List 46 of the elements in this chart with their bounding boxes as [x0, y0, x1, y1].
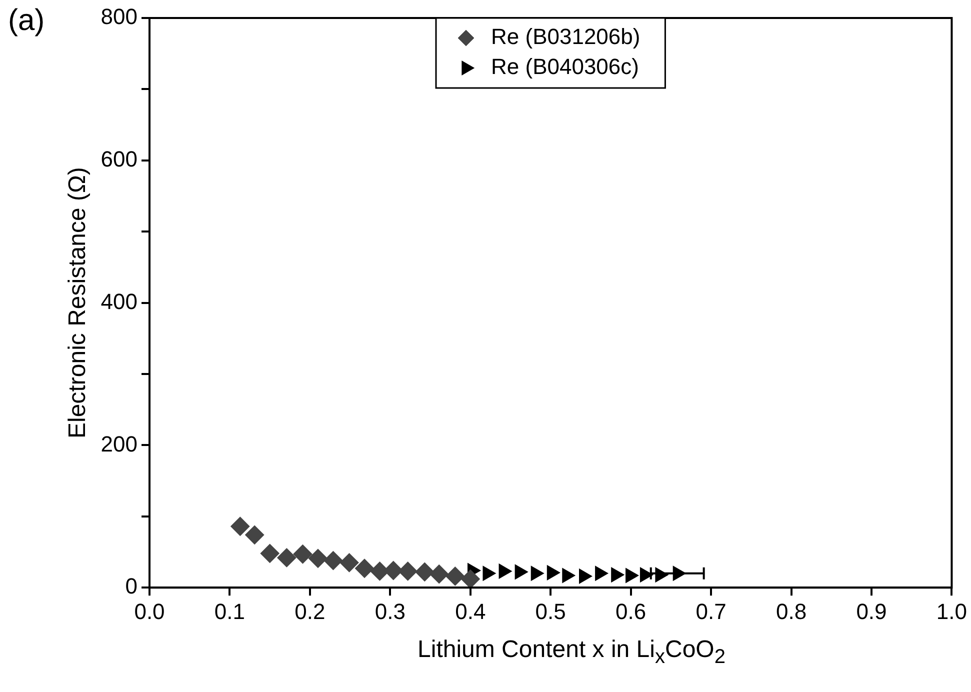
point: [498, 564, 512, 579]
point: [514, 564, 528, 580]
point: [460, 570, 480, 588]
x-tick-label: 0.5: [535, 598, 566, 624]
x-tick-label: 0.9: [856, 598, 887, 624]
point: [308, 548, 328, 568]
y-tick-label: 800: [100, 4, 138, 30]
x-tick-label: 0.7: [696, 598, 726, 624]
point: [640, 567, 653, 582]
x-tick-label: 0.2: [294, 598, 326, 624]
point: [578, 568, 592, 584]
y-tick-label: 600: [100, 146, 138, 172]
point: [354, 558, 374, 578]
point: [230, 516, 250, 536]
point: [340, 553, 359, 572]
point: [324, 551, 343, 570]
point: [446, 566, 465, 586]
point: [530, 566, 544, 581]
point: [430, 564, 449, 584]
legend-label: Re (B031206b): [491, 24, 640, 50]
x-axis-title: Lithium Content x in Li$_{x}$CoO$_{2}$: [416, 636, 726, 669]
x-tick-label: 0.3: [374, 598, 406, 624]
y-tick-label: 400: [100, 288, 138, 314]
y-axis-title: Electronic Resistance (Ω): [64, 167, 92, 438]
x-tick-label: 0.0: [134, 598, 165, 624]
x-tick-label: 1.0: [936, 598, 968, 624]
point: [398, 562, 418, 581]
point: [245, 525, 264, 544]
point: [260, 544, 280, 563]
point: [546, 565, 560, 580]
text: (a): [8, 4, 45, 38]
point: [277, 548, 296, 568]
y-tick-label: 0: [125, 574, 138, 599]
point: [611, 567, 624, 582]
x-tick-label: 0.6: [616, 598, 646, 624]
point: [293, 544, 312, 564]
point: [595, 566, 608, 581]
x-tick-label: 0.8: [776, 598, 807, 624]
point: [562, 568, 576, 583]
x-tick-label: 0.4: [455, 598, 486, 624]
legend-label: Re (B040306c): [491, 54, 639, 80]
x-tick-label: 0.1: [214, 598, 246, 624]
point: [415, 562, 434, 582]
point: [482, 566, 496, 581]
point: [626, 568, 639, 583]
y-tick-label: 200: [100, 431, 138, 456]
